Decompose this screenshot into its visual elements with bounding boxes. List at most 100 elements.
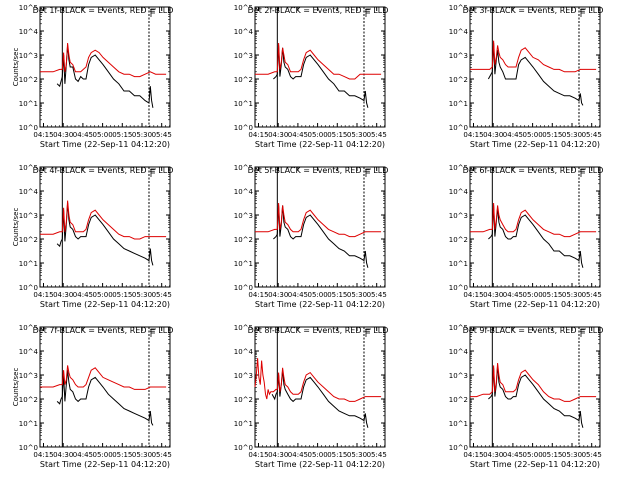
y-tick-label: 10^3 — [449, 52, 468, 60]
y-tick-label: 10^2 — [449, 76, 468, 84]
x-tick-label: 05:15 — [112, 451, 132, 459]
x-axis-label: Start Time (22-Sep-11 04:12:20) — [255, 140, 385, 149]
x-tick-label: 04:30 — [483, 451, 503, 459]
detector-panel-4: 10^010^110^210^310^410^504:15 04:30 04:45 0… — [12, 164, 173, 309]
x-tick-label: 04:45 — [288, 291, 308, 299]
panel-title: Det 5f-BLACK = Events, RED = LLD — [248, 166, 389, 175]
x-axis-label: Start Time (22-Sep-11 04:12:20) — [40, 300, 170, 309]
y-tick-label: 10^1 — [234, 420, 253, 428]
y-tick-label: 10^0 — [449, 444, 468, 452]
x-tick-label: 04:30 — [268, 451, 288, 459]
x-tick-label: 05:45 — [367, 291, 387, 299]
y-tick-label: 10^4 — [19, 348, 39, 356]
events-series-line — [271, 370, 369, 428]
y-tick-label: 10^3 — [19, 52, 38, 60]
x-tick-label: 04:15 — [248, 451, 268, 459]
x-tick-label: 05:15 — [112, 131, 132, 139]
detector-panel-2: 10^010^110^210^310^410^504:15 04:30 04:45 0… — [234, 4, 389, 149]
x-tick-label: 05:00 — [93, 131, 113, 139]
y-tick-label: 10^2 — [234, 76, 253, 84]
marker-flag-icon — [150, 168, 156, 177]
x-tick-label: 05:30 — [562, 451, 582, 459]
x-tick-label: 04:30 — [483, 291, 503, 299]
y-tick-label: 10^5 — [19, 164, 38, 172]
y-tick-label: 10^4 — [449, 188, 469, 196]
lld-series-line — [470, 40, 597, 73]
y-tick-label: 10^3 — [234, 212, 253, 220]
plot-frame — [469, 6, 601, 128]
x-tick-label: 05:30 — [562, 291, 582, 299]
x-tick-label: 05:00 — [523, 291, 543, 299]
events-series-line — [56, 370, 154, 426]
events-series-line — [273, 45, 369, 108]
y-tick-label: 10^4 — [234, 188, 254, 196]
detector-panel-1: 10^010^110^210^310^410^504:15 04:30 04:45 0… — [12, 4, 173, 149]
y-axis-label: Counts/sec — [12, 208, 20, 247]
x-axis-label: Start Time (22-Sep-11 04:12:20) — [40, 140, 170, 149]
marker-flag-icon — [580, 328, 586, 337]
plot-frame — [39, 6, 171, 128]
x-tick-label: 04:45 — [73, 291, 93, 299]
x-axis-label: Start Time (22-Sep-11 04:12:20) — [40, 460, 170, 469]
y-tick-label: 10^5 — [234, 4, 253, 12]
marker-flag-icon — [150, 328, 156, 337]
plot-frame — [469, 166, 601, 288]
plot-frame — [254, 166, 386, 288]
y-tick-label: 10^1 — [234, 260, 253, 268]
y-tick-label: 10^3 — [449, 372, 468, 380]
y-tick-label: 10^3 — [19, 372, 38, 380]
x-tick-label: 05:30 — [132, 291, 152, 299]
y-tick-label: 10^3 — [449, 212, 468, 220]
y-tick-label: 10^0 — [234, 444, 253, 452]
panel-title: Det 9f-BLACK = Events, RED = LLD — [463, 326, 604, 335]
x-tick-label: 05:00 — [308, 131, 328, 139]
plot-frame — [254, 6, 386, 128]
lld-series-line — [40, 42, 167, 78]
y-tick-label: 10^5 — [449, 164, 468, 172]
lld-series-line — [255, 202, 382, 238]
x-tick-label: 05:45 — [152, 451, 172, 459]
y-tick-label: 10^5 — [234, 324, 253, 332]
lld-series-line — [40, 200, 167, 240]
x-tick-label: 05:00 — [523, 451, 543, 459]
y-tick-label: 10^4 — [234, 348, 254, 356]
lld-series-line — [470, 202, 597, 238]
x-tick-label: 05:00 — [93, 291, 113, 299]
x-tick-label: 04:45 — [503, 451, 523, 459]
x-tick-label: 04:45 — [73, 131, 93, 139]
y-tick-label: 10^3 — [19, 212, 38, 220]
events-series-line — [488, 365, 584, 428]
x-tick-label: 05:30 — [347, 291, 367, 299]
panel-title: Det 2f-BLACK = Events, RED = LLD — [248, 6, 389, 15]
y-tick-label: 10^4 — [234, 28, 254, 36]
x-tick-label: 05:30 — [132, 131, 152, 139]
x-tick-label: 05:45 — [367, 451, 387, 459]
x-tick-label: 05:45 — [582, 291, 602, 299]
y-tick-label: 10^1 — [19, 420, 38, 428]
x-axis-label: Start Time (22-Sep-11 04:12:20) — [470, 460, 600, 469]
detector-panel-5: 10^010^110^210^310^410^504:15 04:30 04:45 0… — [234, 164, 389, 309]
plot-frame — [254, 326, 386, 448]
x-tick-label: 04:15 — [248, 131, 268, 139]
x-tick-label: 05:45 — [582, 451, 602, 459]
x-tick-label: 05:15 — [327, 131, 347, 139]
y-tick-label: 10^0 — [449, 124, 468, 132]
x-tick-label: 05:45 — [367, 131, 387, 139]
marker-flag-icon — [580, 8, 586, 17]
y-tick-label: 10^2 — [19, 396, 38, 404]
x-tick-label: 04:15 — [248, 291, 268, 299]
x-tick-label: 04:15 — [33, 291, 53, 299]
y-tick-label: 10^2 — [234, 396, 253, 404]
detector-panel-6: 10^010^110^210^310^410^504:15 04:30 04:45 0… — [449, 164, 604, 309]
x-tick-label: 05:45 — [152, 131, 172, 139]
x-tick-label: 05:15 — [112, 291, 132, 299]
x-tick-label: 04:45 — [503, 291, 523, 299]
x-tick-label: 05:15 — [327, 451, 347, 459]
detector-panel-3: 10^010^110^210^310^410^504:15 04:30 04:45 0… — [449, 4, 604, 149]
x-tick-label: 04:15 — [463, 291, 483, 299]
x-tick-label: 05:00 — [93, 451, 113, 459]
marker-flag-icon — [580, 168, 586, 177]
x-tick-label: 04:30 — [483, 131, 503, 139]
detector-panel-8: 10^010^110^210^310^410^504:15 04:30 04:45 0… — [234, 324, 389, 469]
